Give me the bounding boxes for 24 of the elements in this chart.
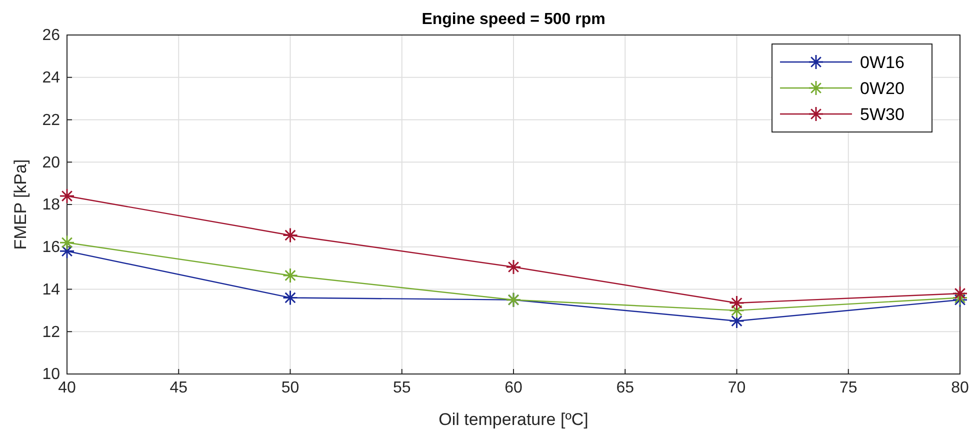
y-tick-label: 12 bbox=[42, 324, 60, 341]
y-tick-label: 26 bbox=[42, 27, 60, 44]
y-tick-label: 20 bbox=[42, 154, 60, 172]
legend-label: 0W20 bbox=[860, 79, 904, 98]
x-tick-label: 50 bbox=[281, 379, 300, 396]
y-tick-label: 14 bbox=[42, 281, 60, 298]
x-tick-label: 65 bbox=[616, 379, 634, 396]
x-tick-label: 80 bbox=[951, 379, 969, 396]
x-tick-label: 70 bbox=[728, 379, 746, 396]
y-tick-label: 16 bbox=[42, 238, 60, 256]
x-tick-label: 60 bbox=[504, 379, 522, 396]
x-tick-label: 40 bbox=[58, 379, 76, 396]
y-tick-label: 24 bbox=[42, 69, 60, 86]
x-tick-label: 75 bbox=[839, 379, 858, 396]
x-axis-title: Oil temperature [ºC] bbox=[438, 410, 588, 429]
legend-label: 0W16 bbox=[860, 53, 904, 72]
y-tick-label: 10 bbox=[42, 366, 60, 384]
x-tick-label: 45 bbox=[170, 379, 188, 396]
x-tick-label: 55 bbox=[392, 379, 411, 396]
y-tick-label: 18 bbox=[42, 196, 60, 214]
chart-title: Engine speed = 500 rpm bbox=[422, 11, 606, 28]
y-tick-label: 22 bbox=[42, 112, 60, 129]
legend-label: 5W30 bbox=[860, 105, 904, 124]
y-axis-title: FMEP [kPa] bbox=[11, 159, 30, 250]
